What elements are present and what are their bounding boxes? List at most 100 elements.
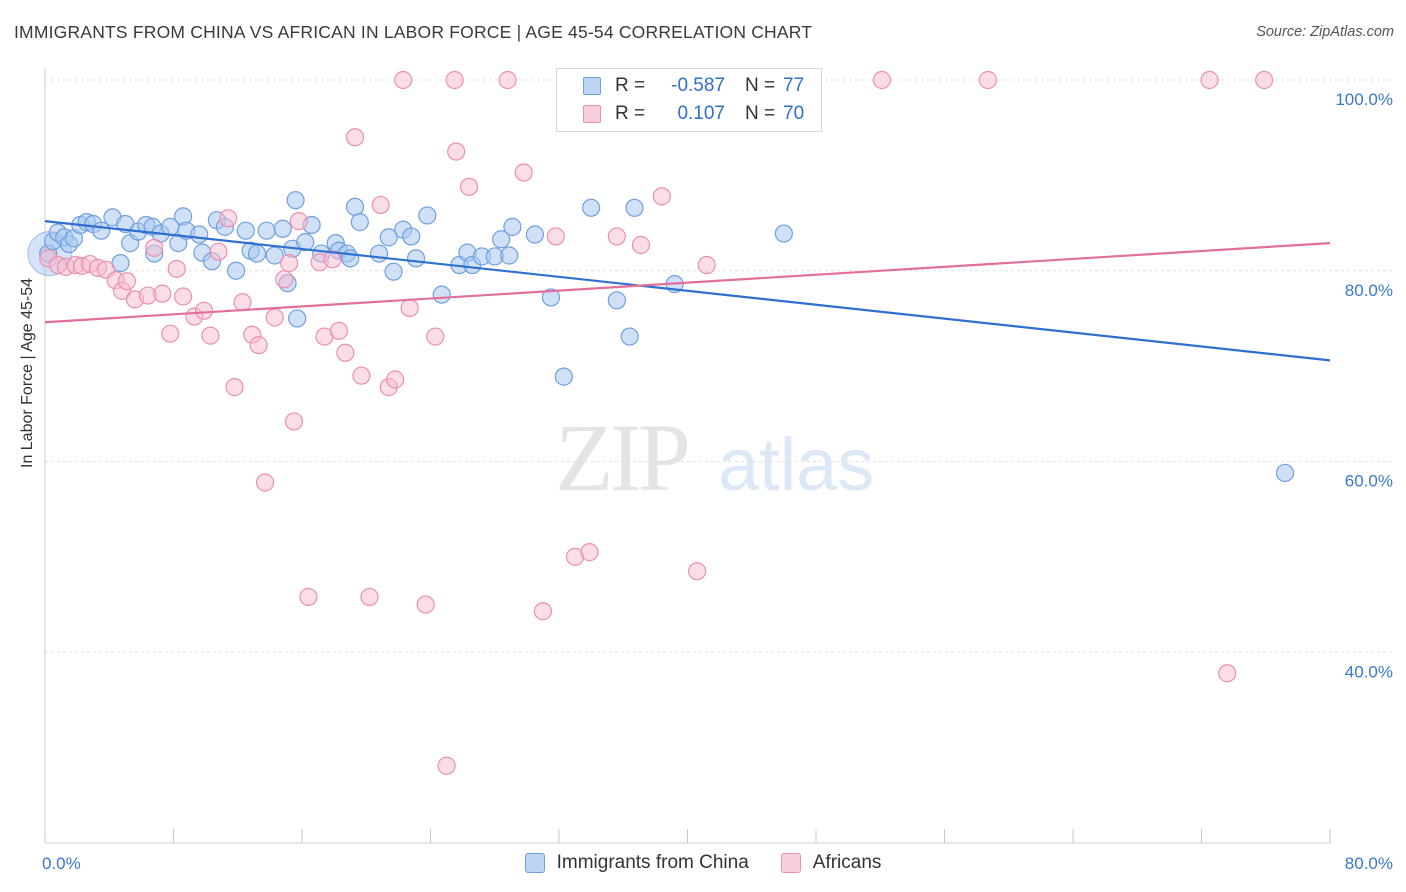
x-tick-label-max: 80.0%	[1345, 854, 1393, 873]
china-point	[370, 244, 389, 263]
africa-trend-line	[44, 241, 1331, 324]
china-point	[379, 228, 398, 247]
africa-point	[323, 250, 342, 269]
china-point	[492, 230, 511, 249]
africa-point	[1200, 70, 1219, 90]
africa-point	[194, 301, 214, 320]
africa-point	[1255, 70, 1274, 90]
africa-point	[498, 70, 517, 90]
china-point	[402, 227, 421, 246]
y-tick-label: 80.0%	[1345, 281, 1393, 300]
legend-r-value-africa: 0.107	[677, 103, 725, 124]
y-tick-label: 100.0%	[1335, 90, 1393, 109]
china-point	[503, 217, 522, 236]
africa-point	[360, 587, 379, 607]
legend-n-value-china: 77	[783, 75, 805, 96]
china-swatch	[583, 77, 601, 95]
china-point	[620, 327, 639, 346]
africa-point	[201, 326, 220, 345]
legend-r-value-china: -0.587	[671, 75, 725, 96]
africa-point	[289, 212, 308, 231]
china-point	[625, 198, 644, 217]
africa-point	[219, 209, 238, 228]
africa-point	[652, 187, 671, 206]
china-point	[554, 367, 573, 386]
china-point	[582, 198, 601, 217]
stats-legend: R = -0.587 N = 77 R = 0.107 N = 70	[556, 68, 822, 132]
legend-n-label: N =	[745, 75, 776, 96]
africa-point	[329, 321, 349, 340]
china-point	[541, 288, 561, 307]
china-point	[257, 221, 276, 240]
africa-legend-swatch	[780, 853, 801, 873]
china-point	[273, 219, 292, 238]
china-trend-line	[44, 220, 1331, 362]
trend-lines	[44, 220, 1331, 362]
africa-point	[255, 473, 275, 492]
africa-point	[1218, 664, 1237, 683]
source-label: Source: ZipAtlas.com	[1256, 24, 1394, 40]
africa-point	[153, 284, 172, 303]
china-point	[190, 225, 209, 244]
china-point	[341, 249, 360, 268]
china-point	[418, 206, 437, 225]
africa-point	[174, 287, 193, 306]
africa-point	[400, 298, 419, 318]
africa-point	[416, 595, 435, 614]
y-tick-label: 60.0%	[1345, 472, 1393, 491]
africa-point	[533, 602, 553, 621]
china-point	[236, 221, 255, 240]
africa-point	[265, 308, 284, 327]
china-point	[288, 309, 307, 328]
gridlines	[45, 79, 1393, 653]
china-point	[1275, 463, 1295, 483]
china-point	[247, 244, 267, 263]
africa-point	[225, 378, 244, 397]
y-axis-label: In Labor Force | Age 45-54	[19, 277, 36, 468]
africa-point	[546, 227, 565, 246]
africa-point	[445, 70, 464, 90]
africa-point	[167, 259, 186, 278]
africa-point	[345, 128, 365, 147]
africa-point	[280, 254, 299, 273]
africa-point	[872, 70, 891, 90]
watermark: ZIP atlas	[555, 404, 874, 511]
axes	[44, 68, 1331, 844]
africa-point	[386, 370, 405, 389]
africa-point	[514, 163, 533, 182]
africa-point	[580, 543, 599, 562]
africa-point	[299, 587, 318, 607]
china-point	[500, 246, 519, 265]
legend-r-label: R =	[615, 75, 646, 96]
china-point	[607, 291, 626, 310]
china-point	[432, 285, 451, 304]
x-tick-label-min: 0.0%	[42, 854, 81, 873]
africa-point	[284, 412, 304, 431]
africa-point	[371, 195, 390, 215]
legend-item-china[interactable]: Immigrants from China	[524, 852, 749, 874]
africa-point	[447, 142, 466, 161]
china-point	[384, 262, 403, 281]
africa-point	[426, 327, 445, 346]
legend-item-africans[interactable]: Africans	[780, 852, 881, 874]
africa-point	[275, 270, 294, 289]
legend-r-label: R =	[615, 103, 646, 124]
china-point	[406, 249, 426, 268]
series-legend: Immigrants from China Africans	[0, 852, 1406, 874]
africa-point	[607, 227, 626, 246]
china-point	[345, 197, 365, 216]
legend-row-africa: R = 0.107 N = 70	[583, 101, 804, 127]
africa-point	[145, 238, 164, 257]
chart-title: IMMIGRANTS FROM CHINA VS AFRICAN IN LABO…	[14, 22, 813, 42]
africa-points	[39, 70, 1274, 775]
africa-point	[117, 272, 137, 291]
africa-point	[437, 756, 456, 775]
africa-point	[209, 242, 228, 261]
china-point	[774, 224, 793, 243]
africa-point	[459, 177, 479, 196]
china-point	[350, 213, 369, 232]
africa-point	[352, 366, 371, 385]
y-tick-label: 40.0%	[1345, 662, 1393, 681]
watermark-zip: ZIP	[555, 404, 688, 511]
